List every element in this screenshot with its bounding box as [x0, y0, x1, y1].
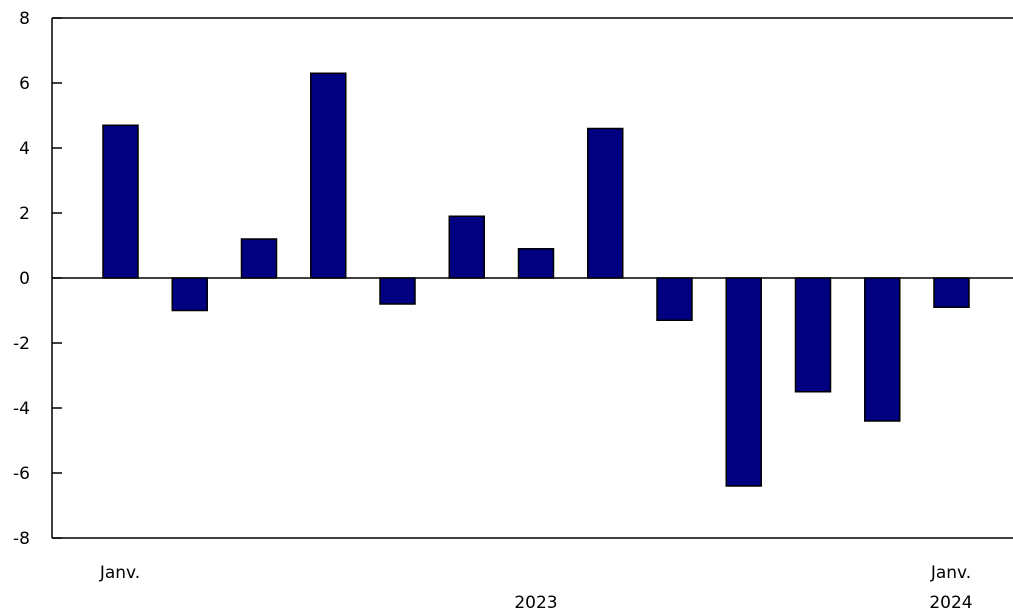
bar: [864, 277, 901, 422]
y-tick-label: -2: [13, 334, 30, 354]
y-tick-label: 2: [19, 204, 30, 224]
bar: [933, 277, 970, 308]
x-label-first-month: Janv.: [99, 563, 140, 583]
y-tick-label: 8: [19, 9, 30, 29]
bar: [310, 72, 347, 279]
y-tick-label: -6: [13, 464, 30, 484]
bar: [517, 248, 555, 279]
y-tick-label: 4: [19, 139, 30, 159]
bar: [448, 215, 485, 279]
x-label-year-2023: 2023: [514, 593, 557, 610]
y-tick-label: 0: [19, 269, 30, 289]
bars: [102, 72, 970, 487]
bar: [725, 277, 762, 487]
y-tick-label: 6: [19, 74, 30, 94]
y-tick-label: -4: [13, 399, 30, 419]
x-label-last-month: Janv.: [930, 563, 971, 583]
bar: [379, 277, 416, 305]
y-tick-label: -8: [13, 529, 30, 549]
bar: [171, 277, 208, 312]
x-label-year-2024: 2024: [929, 593, 972, 610]
bar: [240, 238, 278, 279]
y-axis: 8 6 4 2 0 -2 -4 -6 -8: [13, 9, 62, 549]
bar: [587, 127, 624, 279]
bar: [794, 277, 832, 393]
bar: [102, 124, 139, 279]
bar: [656, 277, 693, 321]
